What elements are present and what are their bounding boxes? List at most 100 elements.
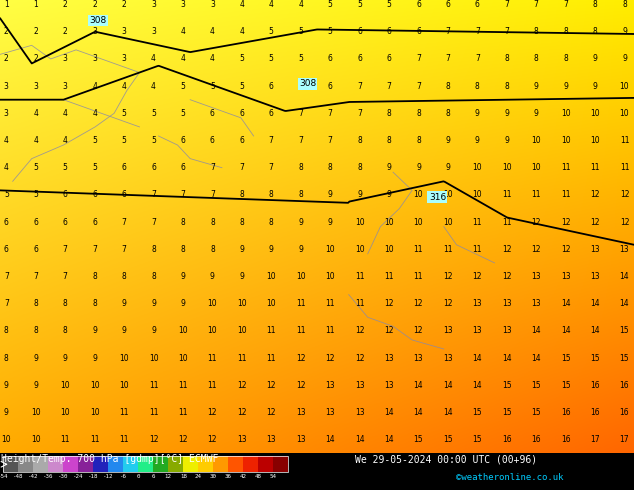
Text: 12: 12	[266, 381, 276, 390]
Text: 10: 10	[119, 381, 129, 390]
Text: 14: 14	[413, 381, 424, 390]
Text: 6: 6	[328, 82, 333, 91]
Text: 8: 8	[181, 245, 185, 254]
Bar	[93, 456, 108, 472]
Text: 11: 11	[90, 435, 100, 444]
Text: 8: 8	[269, 191, 274, 199]
Text: 4: 4	[122, 82, 127, 91]
Text: 12: 12	[296, 354, 306, 363]
Text: 9: 9	[416, 163, 421, 172]
Text: 12: 12	[620, 191, 629, 199]
Text: 7: 7	[4, 299, 9, 308]
Bar	[3, 456, 18, 472]
Text: 11: 11	[149, 408, 158, 417]
Text: 6: 6	[416, 27, 421, 36]
Text: 11: 11	[443, 245, 453, 254]
Text: 10: 10	[619, 109, 630, 118]
Text: 36: 36	[225, 474, 232, 479]
Text: 10: 10	[31, 408, 41, 417]
Text: 14: 14	[384, 408, 394, 417]
Text: 11: 11	[502, 191, 512, 199]
Text: -6: -6	[120, 474, 127, 479]
Text: 8: 8	[181, 218, 185, 226]
Text: 10: 10	[561, 136, 571, 145]
Text: 9: 9	[387, 191, 391, 199]
Text: 3: 3	[63, 54, 68, 63]
Text: 14: 14	[531, 326, 541, 335]
Text: 10: 10	[502, 163, 512, 172]
Text: -36: -36	[43, 474, 53, 479]
Text: 13: 13	[384, 354, 394, 363]
Text: -30: -30	[58, 474, 68, 479]
Text: 10: 10	[619, 82, 630, 91]
Text: 14: 14	[413, 408, 424, 417]
Text: 6: 6	[152, 474, 155, 479]
Text: 2: 2	[34, 27, 38, 36]
Text: 10: 10	[266, 299, 276, 308]
Text: 6: 6	[446, 0, 450, 9]
Text: 4: 4	[63, 109, 68, 118]
Text: 4: 4	[4, 136, 9, 145]
Text: 3: 3	[122, 54, 127, 63]
Text: 8: 8	[299, 191, 303, 199]
Bar	[33, 456, 48, 472]
Text: 9: 9	[63, 354, 68, 363]
Text: 4: 4	[4, 163, 9, 172]
Text: 13: 13	[472, 299, 482, 308]
Text: 15: 15	[443, 435, 453, 444]
Text: 8: 8	[151, 272, 156, 281]
Text: 12: 12	[149, 435, 158, 444]
Text: 7: 7	[210, 191, 215, 199]
Text: 7: 7	[151, 218, 156, 226]
Text: 30: 30	[210, 474, 217, 479]
Text: 10: 10	[590, 109, 600, 118]
Text: 7: 7	[63, 272, 68, 281]
Text: 13: 13	[531, 299, 541, 308]
Text: 12: 12	[208, 435, 217, 444]
Text: 9: 9	[151, 326, 156, 335]
Text: 9: 9	[504, 109, 509, 118]
Text: 13: 13	[237, 435, 247, 444]
Text: 9: 9	[446, 163, 450, 172]
Text: 11: 11	[237, 354, 247, 363]
Text: 5: 5	[92, 163, 97, 172]
Text: 5: 5	[151, 109, 156, 118]
Text: 7: 7	[387, 82, 391, 91]
Text: 10: 10	[325, 272, 335, 281]
Text: 9: 9	[210, 272, 215, 281]
Text: 7: 7	[298, 109, 303, 118]
Text: 4: 4	[210, 54, 215, 63]
Text: 12: 12	[266, 408, 276, 417]
Text: 6: 6	[328, 54, 333, 63]
Text: 13: 13	[590, 245, 600, 254]
Text: 5: 5	[122, 109, 127, 118]
Text: 12: 12	[325, 354, 335, 363]
Text: 10: 10	[237, 326, 247, 335]
Bar	[48, 456, 63, 472]
Bar	[63, 456, 78, 472]
Text: 10: 10	[178, 354, 188, 363]
Text: 14: 14	[472, 381, 482, 390]
Text: 10: 10	[413, 191, 424, 199]
Text: 8: 8	[328, 163, 332, 172]
Text: 8: 8	[269, 218, 274, 226]
Text: 4: 4	[34, 136, 38, 145]
Bar	[214, 456, 228, 472]
Text: 15: 15	[619, 354, 630, 363]
Text: 10: 10	[178, 326, 188, 335]
Text: 5: 5	[210, 82, 215, 91]
Text: 3: 3	[122, 27, 127, 36]
Text: 16: 16	[590, 381, 600, 390]
Text: 16: 16	[619, 381, 630, 390]
Text: 13: 13	[443, 354, 453, 363]
Bar	[243, 456, 259, 472]
Text: 8: 8	[446, 82, 450, 91]
Text: 13: 13	[266, 435, 276, 444]
Text: 10: 10	[90, 381, 100, 390]
Text: 15: 15	[472, 435, 482, 444]
Text: 316: 316	[429, 193, 446, 202]
Text: 14: 14	[502, 354, 512, 363]
Bar	[228, 456, 243, 472]
Text: 8: 8	[357, 163, 362, 172]
Text: 14: 14	[384, 435, 394, 444]
